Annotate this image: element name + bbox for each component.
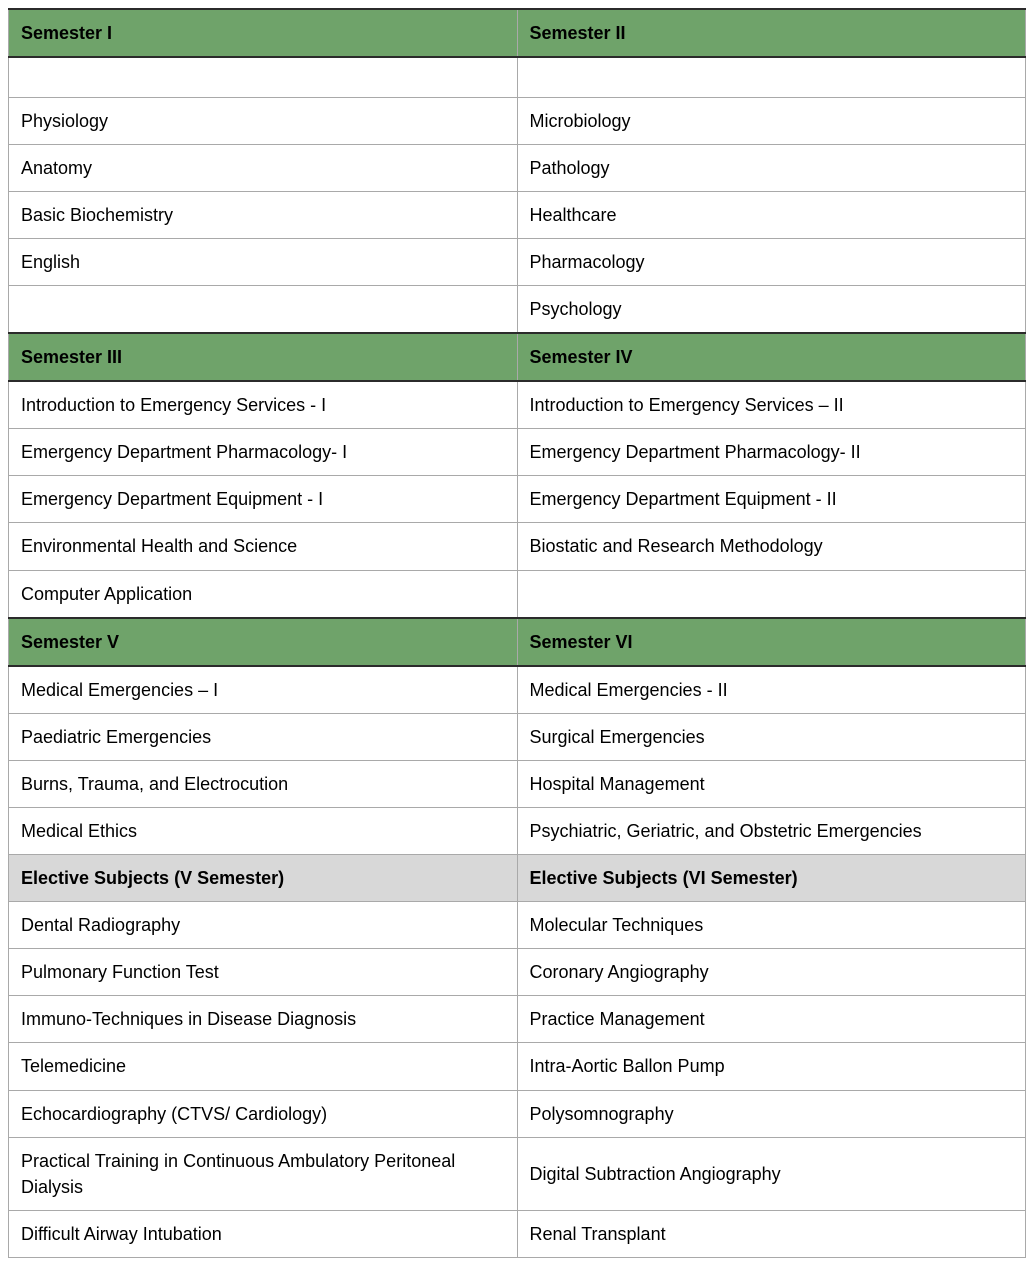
table-row: Emergency Department Equipment - I Emerg…	[9, 476, 1026, 523]
table-row: Semester I Semester II	[9, 9, 1026, 57]
cell-right: Emergency Department Equipment - II	[517, 476, 1026, 523]
cell-left: Paediatric Emergencies	[9, 713, 518, 760]
cell-left: Anatomy	[9, 144, 518, 191]
semester-header-right: Semester II	[517, 9, 1026, 57]
cell-right: Biostatic and Research Methodology	[517, 523, 1026, 570]
table-row: Difficult Airway Intubation Renal Transp…	[9, 1210, 1026, 1257]
cell-right: Polysomnography	[517, 1090, 1026, 1137]
cell-right: Psychiatric, Geriatric, and Obstetric Em…	[517, 808, 1026, 855]
cell-right: Psychology	[517, 285, 1026, 333]
table-row: Medical Ethics Psychiatric, Geriatric, a…	[9, 808, 1026, 855]
cell-left: Introduction to Emergency Services - I	[9, 381, 518, 429]
elective-header-right: Elective Subjects (VI Semester)	[517, 855, 1026, 902]
cell-left: English	[9, 238, 518, 285]
elective-header-left: Elective Subjects (V Semester)	[9, 855, 518, 902]
cell-right: Emergency Department Pharmacology- II	[517, 429, 1026, 476]
table-row: Introduction to Emergency Services - I I…	[9, 381, 1026, 429]
table-row: Environmental Health and Science Biostat…	[9, 523, 1026, 570]
cell-right: Hospital Management	[517, 760, 1026, 807]
cell-left: Basic Biochemistry	[9, 191, 518, 238]
table-row: Semester V Semester VI	[9, 618, 1026, 666]
table-row: Telemedicine Intra-Aortic Ballon Pump	[9, 1043, 1026, 1090]
cell-right: Practice Management	[517, 996, 1026, 1043]
cell-right: Surgical Emergencies	[517, 713, 1026, 760]
cell-right: Medical Emergencies - II	[517, 666, 1026, 714]
cell-right: Introduction to Emergency Services – II	[517, 381, 1026, 429]
table-row: Semester III Semester IV	[9, 333, 1026, 381]
cell-right: Healthcare	[517, 191, 1026, 238]
cell-right: Molecular Techniques	[517, 902, 1026, 949]
table-row: Paediatric Emergencies Surgical Emergenc…	[9, 713, 1026, 760]
semester-header-right: Semester VI	[517, 618, 1026, 666]
semester-header-right: Semester IV	[517, 333, 1026, 381]
table-row: Dental Radiography Molecular Techniques	[9, 902, 1026, 949]
table-row	[9, 57, 1026, 97]
cell-left: Pulmonary Function Test	[9, 949, 518, 996]
table-row: Emergency Department Pharmacology- I Eme…	[9, 429, 1026, 476]
cell-right: Intra-Aortic Ballon Pump	[517, 1043, 1026, 1090]
cell-left: Environmental Health and Science	[9, 523, 518, 570]
cell-left: Emergency Department Pharmacology- I	[9, 429, 518, 476]
cell-left: Dental Radiography	[9, 902, 518, 949]
cell-left: Practical Training in Continuous Ambulat…	[9, 1137, 518, 1210]
cell-right: Microbiology	[517, 97, 1026, 144]
table-row: Physiology Microbiology	[9, 97, 1026, 144]
table-row: Medical Emergencies – I Medical Emergenc…	[9, 666, 1026, 714]
cell-right: Digital Subtraction Angiography	[517, 1137, 1026, 1210]
cell-left: Difficult Airway Intubation	[9, 1210, 518, 1257]
semester-header-left: Semester I	[9, 9, 518, 57]
cell-left: Burns, Trauma, and Electrocution	[9, 760, 518, 807]
cell-left: Physiology	[9, 97, 518, 144]
table-row: Psychology	[9, 285, 1026, 333]
cell-left: Medical Ethics	[9, 808, 518, 855]
cell-right: Pharmacology	[517, 238, 1026, 285]
cell-left: Telemedicine	[9, 1043, 518, 1090]
cell-left	[9, 57, 518, 97]
cell-left: Emergency Department Equipment - I	[9, 476, 518, 523]
semester-header-left: Semester III	[9, 333, 518, 381]
table-row: Elective Subjects (V Semester) Elective …	[9, 855, 1026, 902]
cell-right	[517, 57, 1026, 97]
table-body: Semester I Semester II Physiology Microb…	[9, 9, 1026, 1257]
cell-left: Echocardiography (CTVS/ Cardiology)	[9, 1090, 518, 1137]
table-row: English Pharmacology	[9, 238, 1026, 285]
cell-left: Immuno-Techniques in Disease Diagnosis	[9, 996, 518, 1043]
cell-right: Renal Transplant	[517, 1210, 1026, 1257]
semester-header-left: Semester V	[9, 618, 518, 666]
table-row: Echocardiography (CTVS/ Cardiology) Poly…	[9, 1090, 1026, 1137]
cell-right: Coronary Angiography	[517, 949, 1026, 996]
table-row: Anatomy Pathology	[9, 144, 1026, 191]
table-row: Burns, Trauma, and Electrocution Hospita…	[9, 760, 1026, 807]
table-row: Immuno-Techniques in Disease Diagnosis P…	[9, 996, 1026, 1043]
table-row: Basic Biochemistry Healthcare	[9, 191, 1026, 238]
cell-left: Computer Application	[9, 570, 518, 618]
table-row: Pulmonary Function Test Coronary Angiogr…	[9, 949, 1026, 996]
curriculum-table: Semester I Semester II Physiology Microb…	[8, 8, 1026, 1258]
cell-left: Medical Emergencies – I	[9, 666, 518, 714]
table-row: Practical Training in Continuous Ambulat…	[9, 1137, 1026, 1210]
table-row: Computer Application	[9, 570, 1026, 618]
cell-right: Pathology	[517, 144, 1026, 191]
cell-right	[517, 570, 1026, 618]
cell-left	[9, 285, 518, 333]
